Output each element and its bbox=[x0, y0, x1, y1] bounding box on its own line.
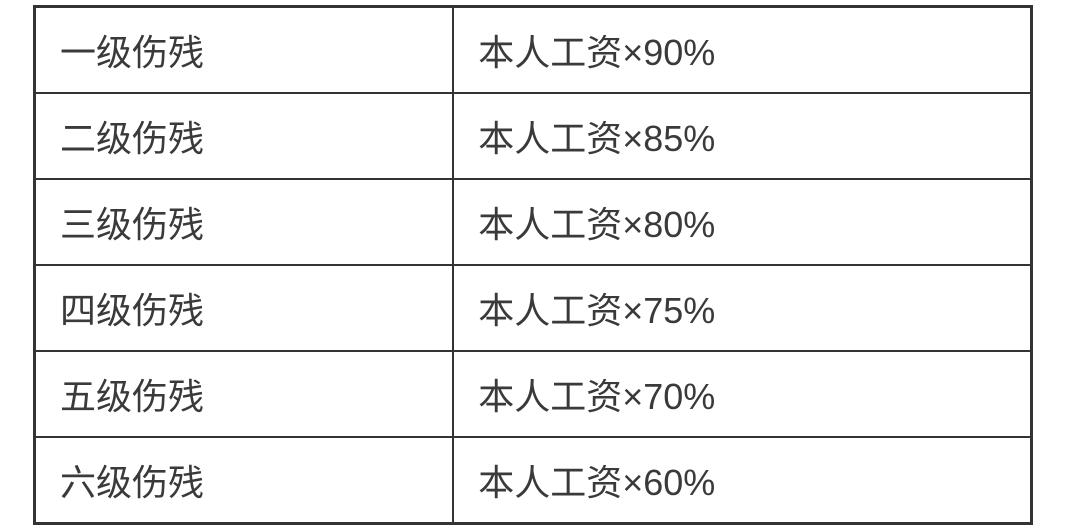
level-cell: 五级伤残 bbox=[35, 351, 454, 437]
level-cell: 一级伤残 bbox=[35, 6, 454, 93]
amount-cell: 本人工资×80% bbox=[453, 179, 1031, 265]
table-row: 三级伤残 本人工资×80% bbox=[35, 179, 1032, 265]
level-cell: 二级伤残 bbox=[35, 93, 454, 179]
disability-compensation-table: 一级伤残 本人工资×90% 二级伤残 本人工资×85% 三级伤残 本人工资×80… bbox=[33, 5, 1033, 525]
level-cell: 六级伤残 bbox=[35, 437, 454, 524]
table-row: 四级伤残 本人工资×75% bbox=[35, 265, 1032, 351]
level-cell: 三级伤残 bbox=[35, 179, 454, 265]
amount-cell: 本人工资×70% bbox=[453, 351, 1031, 437]
amount-cell: 本人工资×60% bbox=[453, 437, 1031, 524]
amount-cell: 本人工资×75% bbox=[453, 265, 1031, 351]
amount-cell: 本人工资×90% bbox=[453, 6, 1031, 93]
table-row: 一级伤残 本人工资×90% bbox=[35, 6, 1032, 93]
level-cell: 四级伤残 bbox=[35, 265, 454, 351]
table-row: 六级伤残 本人工资×60% bbox=[35, 437, 1032, 524]
disability-compensation-table-container: 一级伤残 本人工资×90% 二级伤残 本人工资×85% 三级伤残 本人工资×80… bbox=[33, 5, 1033, 525]
amount-cell: 本人工资×85% bbox=[453, 93, 1031, 179]
table-row: 五级伤残 本人工资×70% bbox=[35, 351, 1032, 437]
table-row: 二级伤残 本人工资×85% bbox=[35, 93, 1032, 179]
